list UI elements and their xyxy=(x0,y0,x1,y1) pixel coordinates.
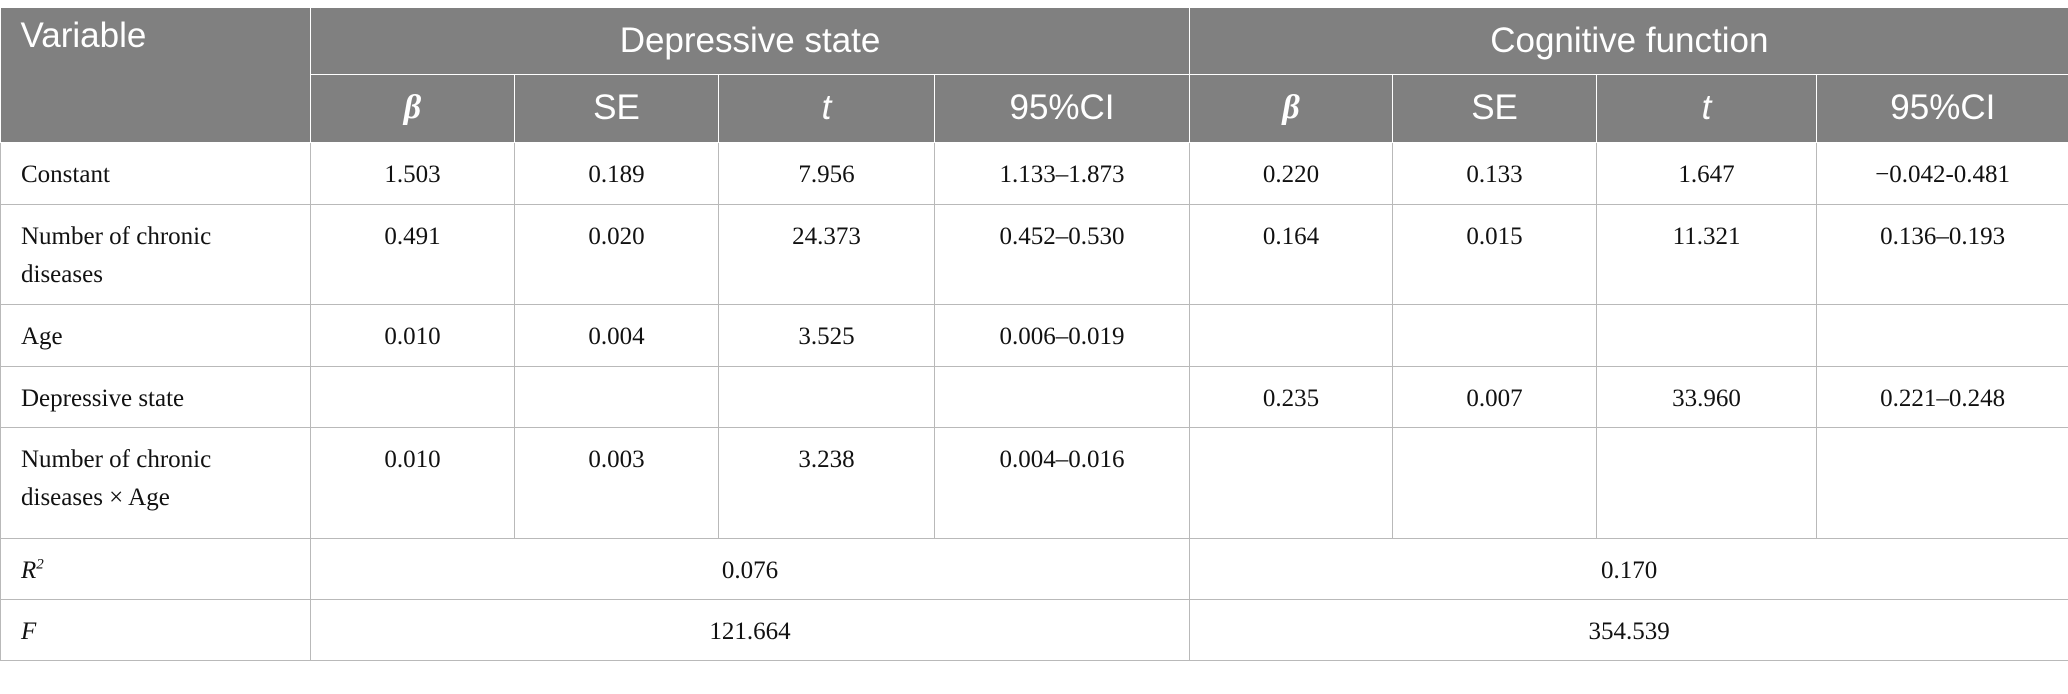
table-cell: 3.238 xyxy=(718,426,935,539)
col-header-beta: β xyxy=(1189,74,1394,143)
row-label: F xyxy=(0,598,311,661)
col-header-variable: Variable xyxy=(0,8,311,143)
summary-row-r-squared: R2 0.076 0.170 xyxy=(0,537,2068,600)
table-cell: 0.189 xyxy=(514,141,719,205)
table-cell: 0.221–0.248 xyxy=(1816,365,2068,428)
row-label: R2 xyxy=(0,537,311,600)
summary-row-f: F 121.664 354.539 xyxy=(0,598,2068,661)
table-cell xyxy=(1392,426,1598,539)
summary-cell-depressive: 121.664 xyxy=(309,598,1191,661)
regression-table: Variable Depressive state Cognitive func… xyxy=(0,8,2068,661)
table-row: Number of chronic diseases × Age 0.010 0… xyxy=(0,426,2068,539)
table-cell: 33.960 xyxy=(1596,365,1818,428)
col-header-se: SE xyxy=(514,74,719,143)
table-cell: 11.321 xyxy=(1596,203,1818,305)
col-header-beta: β xyxy=(310,74,515,143)
table-cell xyxy=(1596,426,1818,539)
table-cell: 0.003 xyxy=(514,426,719,539)
table-cell: −0.042-0.481 xyxy=(1816,141,2068,205)
row-label: Age xyxy=(0,303,311,367)
row-label: Constant xyxy=(0,141,311,205)
table-cell: 0.164 xyxy=(1189,203,1394,305)
group-header-cognitive-function: Cognitive function xyxy=(1189,8,2068,75)
table-cell: 1.133–1.873 xyxy=(933,141,1191,205)
table-cell xyxy=(1816,303,2068,367)
table-cell: 0.020 xyxy=(514,203,719,305)
table-row: Number of chronic diseases 0.491 0.020 2… xyxy=(0,203,2068,305)
table-cell: 7.956 xyxy=(718,141,935,205)
table-cell xyxy=(310,365,515,428)
col-header-se: SE xyxy=(1392,74,1598,143)
summary-cell-cognitive: 354.539 xyxy=(1189,598,2068,661)
table-row: Age 0.010 0.004 3.525 0.006–0.019 xyxy=(0,303,2068,367)
table-cell: 0.136–0.193 xyxy=(1816,203,2068,305)
table-cell xyxy=(1392,303,1598,367)
col-header-t: t xyxy=(718,74,935,143)
table-cell: 1.647 xyxy=(1596,141,1818,205)
table-cell xyxy=(1189,426,1394,539)
table-cell: 0.010 xyxy=(310,426,515,539)
col-header-ci: 95%CI xyxy=(934,74,1191,143)
table-cell xyxy=(1816,426,2068,539)
col-header-ci: 95%CI xyxy=(1816,74,2068,143)
table-row: Constant 1.503 0.189 7.956 1.133–1.873 0… xyxy=(0,141,2068,205)
table-cell: 0.015 xyxy=(1392,203,1598,305)
table-cell xyxy=(933,365,1191,428)
table-cell xyxy=(1189,303,1394,367)
table-cell: 0.452–0.530 xyxy=(933,203,1191,305)
table-cell: 0.133 xyxy=(1392,141,1598,205)
table-cell: 24.373 xyxy=(718,203,935,305)
table-cell xyxy=(718,365,935,428)
table-cell: 0.006–0.019 xyxy=(933,303,1191,367)
table-cell: 0.235 xyxy=(1189,365,1394,428)
summary-cell-cognitive: 0.170 xyxy=(1189,537,2068,600)
table-cell: 0.220 xyxy=(1189,141,1394,205)
table-cell: 0.010 xyxy=(310,303,515,367)
table-cell: 1.503 xyxy=(310,141,515,205)
table-cell: 0.004 xyxy=(514,303,719,367)
table-cell: 0.491 xyxy=(310,203,515,305)
row-label: Number of chronic diseases xyxy=(0,203,311,305)
table-cell: 0.007 xyxy=(1392,365,1598,428)
header-row-columns: β SE t 95%CI β SE t 95%CI xyxy=(1,74,2068,143)
header-row-groups: Variable Depressive state Cognitive func… xyxy=(0,8,2068,143)
superscript: 2 xyxy=(36,556,44,573)
table-cell xyxy=(1596,303,1818,367)
table-cell: 0.004–0.016 xyxy=(933,426,1191,539)
summary-cell-depressive: 0.076 xyxy=(309,537,1191,600)
col-header-t: t xyxy=(1596,74,1818,143)
table-cell xyxy=(514,365,719,428)
row-label: Depressive state xyxy=(0,365,311,428)
row-label: Number of chronic diseases × Age xyxy=(0,426,311,539)
table-cell: 3.525 xyxy=(718,303,935,367)
r-squared-label: R xyxy=(21,556,37,584)
table-row: Depressive state 0.235 0.007 33.960 0.22… xyxy=(0,365,2068,428)
group-header-depressive-state: Depressive state xyxy=(310,8,1191,75)
